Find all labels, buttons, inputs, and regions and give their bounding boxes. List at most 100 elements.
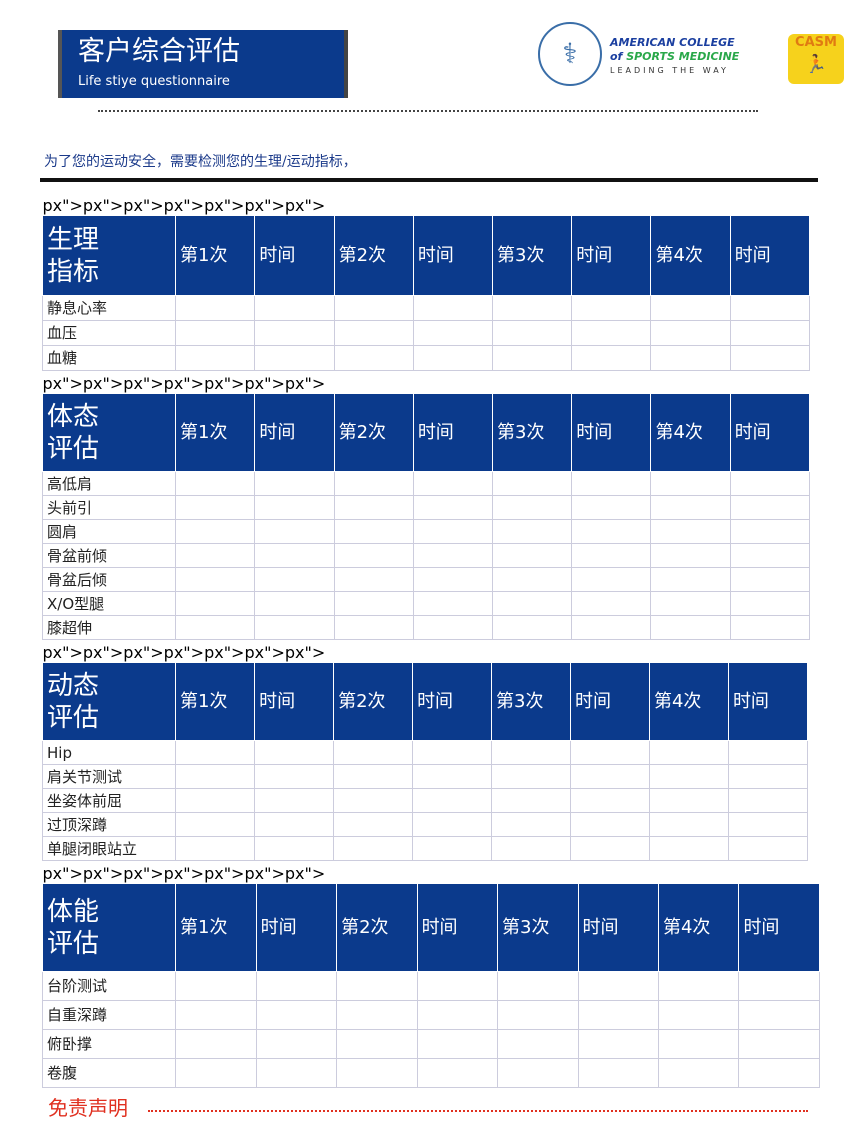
entry-cell[interactable] bbox=[492, 567, 573, 592]
entry-cell[interactable] bbox=[738, 1029, 820, 1059]
entry-cell[interactable] bbox=[254, 591, 335, 616]
entry-cell[interactable] bbox=[174, 320, 256, 346]
entry-cell[interactable] bbox=[333, 345, 414, 371]
entry-cell[interactable] bbox=[333, 836, 414, 861]
entry-cell[interactable] bbox=[648, 788, 729, 813]
entry-cell[interactable] bbox=[650, 471, 731, 496]
entry-cell[interactable] bbox=[175, 1000, 257, 1030]
entry-cell[interactable] bbox=[175, 1029, 257, 1059]
entry-cell[interactable] bbox=[491, 740, 571, 765]
entry-cell[interactable] bbox=[412, 567, 494, 592]
entry-cell[interactable] bbox=[727, 812, 809, 837]
entry-cell[interactable] bbox=[333, 295, 414, 321]
entry-cell[interactable] bbox=[254, 519, 335, 544]
entry-cell[interactable] bbox=[254, 295, 335, 321]
entry-cell[interactable] bbox=[255, 1029, 338, 1059]
entry-cell[interactable] bbox=[492, 591, 573, 616]
entry-cell[interactable] bbox=[333, 788, 414, 813]
entry-cell[interactable] bbox=[175, 971, 257, 1001]
entry-cell[interactable] bbox=[412, 345, 494, 371]
entry-cell[interactable] bbox=[648, 836, 729, 861]
entry-cell[interactable] bbox=[255, 971, 338, 1001]
entry-cell[interactable] bbox=[412, 471, 494, 496]
entry-cell[interactable] bbox=[254, 495, 335, 520]
entry-cell[interactable] bbox=[254, 320, 335, 346]
entry-cell[interactable] bbox=[336, 1029, 418, 1059]
entry-cell[interactable] bbox=[497, 1029, 579, 1059]
entry-cell[interactable] bbox=[570, 764, 650, 789]
entry-cell[interactable] bbox=[727, 740, 809, 765]
entry-cell[interactable] bbox=[333, 320, 414, 346]
entry-cell[interactable] bbox=[657, 1058, 740, 1088]
entry-cell[interactable] bbox=[491, 788, 571, 813]
entry-cell[interactable] bbox=[738, 971, 820, 1001]
entry-cell[interactable] bbox=[492, 495, 573, 520]
entry-cell[interactable] bbox=[571, 615, 652, 640]
entry-cell[interactable] bbox=[570, 812, 650, 837]
entry-cell[interactable] bbox=[571, 471, 652, 496]
entry-cell[interactable] bbox=[571, 567, 652, 592]
entry-cell[interactable] bbox=[412, 295, 494, 321]
entry-cell[interactable] bbox=[570, 788, 650, 813]
entry-cell[interactable] bbox=[174, 836, 256, 861]
entry-cell[interactable] bbox=[491, 836, 571, 861]
entry-cell[interactable] bbox=[729, 567, 811, 592]
entry-cell[interactable] bbox=[412, 543, 494, 568]
entry-cell[interactable] bbox=[333, 471, 414, 496]
entry-cell[interactable] bbox=[650, 320, 731, 346]
entry-cell[interactable] bbox=[650, 495, 731, 520]
entry-cell[interactable] bbox=[648, 764, 729, 789]
entry-cell[interactable] bbox=[492, 471, 573, 496]
entry-cell[interactable] bbox=[333, 740, 414, 765]
entry-cell[interactable] bbox=[577, 1000, 659, 1030]
entry-cell[interactable] bbox=[174, 543, 256, 568]
entry-cell[interactable] bbox=[254, 543, 335, 568]
entry-cell[interactable] bbox=[336, 1000, 418, 1030]
entry-cell[interactable] bbox=[738, 1000, 820, 1030]
entry-cell[interactable] bbox=[491, 764, 571, 789]
entry-cell[interactable] bbox=[412, 764, 493, 789]
entry-cell[interactable] bbox=[657, 1029, 740, 1059]
entry-cell[interactable] bbox=[412, 591, 494, 616]
entry-cell[interactable] bbox=[416, 1029, 499, 1059]
entry-cell[interactable] bbox=[648, 812, 729, 837]
entry-cell[interactable] bbox=[571, 519, 652, 544]
entry-cell[interactable] bbox=[416, 1000, 499, 1030]
entry-cell[interactable] bbox=[729, 495, 811, 520]
entry-cell[interactable] bbox=[650, 345, 731, 371]
entry-cell[interactable] bbox=[729, 615, 811, 640]
entry-cell[interactable] bbox=[650, 615, 731, 640]
entry-cell[interactable] bbox=[174, 615, 256, 640]
entry-cell[interactable] bbox=[255, 1058, 338, 1088]
entry-cell[interactable] bbox=[333, 764, 414, 789]
entry-cell[interactable] bbox=[174, 788, 256, 813]
entry-cell[interactable] bbox=[333, 567, 414, 592]
entry-cell[interactable] bbox=[729, 345, 811, 371]
entry-cell[interactable] bbox=[650, 519, 731, 544]
entry-cell[interactable] bbox=[729, 519, 811, 544]
entry-cell[interactable] bbox=[727, 764, 809, 789]
entry-cell[interactable] bbox=[333, 495, 414, 520]
entry-cell[interactable] bbox=[254, 836, 335, 861]
entry-cell[interactable] bbox=[412, 519, 494, 544]
entry-cell[interactable] bbox=[174, 345, 256, 371]
entry-cell[interactable] bbox=[255, 1000, 338, 1030]
entry-cell[interactable] bbox=[571, 591, 652, 616]
entry-cell[interactable] bbox=[254, 812, 335, 837]
entry-cell[interactable] bbox=[648, 740, 729, 765]
entry-cell[interactable] bbox=[727, 836, 809, 861]
entry-cell[interactable] bbox=[174, 764, 256, 789]
entry-cell[interactable] bbox=[492, 295, 573, 321]
entry-cell[interactable] bbox=[175, 1058, 257, 1088]
entry-cell[interactable] bbox=[492, 320, 573, 346]
entry-cell[interactable] bbox=[336, 971, 418, 1001]
entry-cell[interactable] bbox=[412, 812, 493, 837]
entry-cell[interactable] bbox=[174, 812, 256, 837]
entry-cell[interactable] bbox=[254, 740, 335, 765]
entry-cell[interactable] bbox=[333, 615, 414, 640]
entry-cell[interactable] bbox=[174, 740, 256, 765]
entry-cell[interactable] bbox=[657, 971, 740, 1001]
entry-cell[interactable] bbox=[492, 519, 573, 544]
entry-cell[interactable] bbox=[571, 543, 652, 568]
entry-cell[interactable] bbox=[492, 615, 573, 640]
